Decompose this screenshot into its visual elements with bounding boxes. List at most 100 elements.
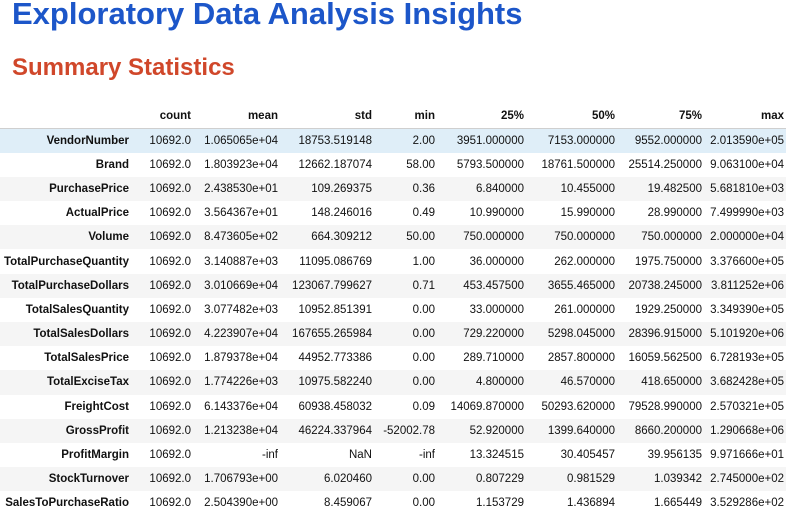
table-cell: 123067.799627 bbox=[292, 279, 372, 292]
table-cell: 418.650000 bbox=[641, 376, 702, 389]
table-cell: 60938.458032 bbox=[298, 400, 372, 413]
table-cell: 2.013590e+05 bbox=[710, 134, 784, 147]
row-label: TotalExciseTax bbox=[46, 376, 129, 389]
table-row: TotalPurchaseDollars 10692.0 3.010669e+04 1… bbox=[0, 273, 786, 298]
table-cell: 2857.800000 bbox=[547, 352, 615, 365]
table-cell: 4.800000 bbox=[476, 376, 524, 389]
table-cell: 10692.0 bbox=[149, 158, 191, 171]
table-cell: 10692.0 bbox=[149, 473, 191, 486]
page-title: Exploratory Data Analysis Insights bbox=[12, 0, 523, 31]
table-cell: -inf bbox=[262, 449, 278, 462]
table-cell: 3.077482e+03 bbox=[204, 303, 278, 316]
table-cell: 7.499990e+03 bbox=[710, 207, 784, 220]
table-cell: 33.000000 bbox=[469, 303, 524, 316]
table-cell: 10692.0 bbox=[149, 376, 191, 389]
table-row: StockTurnover 10692.0 1.706793e+00 6.020460… bbox=[0, 467, 786, 492]
header-row: count mean std min 25% 50% 75% max bbox=[0, 104, 786, 129]
table-cell: 10692.0 bbox=[149, 303, 191, 316]
table-cell: 5.101920e+06 bbox=[710, 328, 784, 341]
column-header: min bbox=[374, 104, 437, 129]
table-row: PurchasePrice 10692.0 2.438530e+01 109.2693… bbox=[0, 176, 786, 202]
table-cell: 9.971666e+01 bbox=[710, 449, 784, 462]
table-cell: 79528.990000 bbox=[628, 400, 702, 413]
table-row: ActualPrice 10692.0 3.564367e+01 148.246016… bbox=[0, 201, 786, 225]
table-cell: 0.00 bbox=[412, 303, 435, 316]
table-cell: 6.728193e+05 bbox=[710, 352, 784, 365]
table-cell: 1.774226e+03 bbox=[204, 376, 278, 389]
table-cell: 3655.465000 bbox=[547, 279, 615, 292]
row-label: TotalSalesDollars bbox=[33, 328, 129, 341]
table-cell: 11095.086769 bbox=[299, 255, 372, 268]
table-cell: 28396.915000 bbox=[628, 328, 702, 341]
table-cell: 16059.562500 bbox=[628, 352, 702, 365]
table-cell: 10952.851391 bbox=[298, 303, 372, 316]
table-cell: 20738.245000 bbox=[628, 279, 702, 292]
table-cell: 5.681810e+03 bbox=[710, 182, 784, 195]
summary-statistics-table: count mean std min 25% 50% 75% max Vendo… bbox=[0, 104, 786, 516]
table-cell: 3.811252e+06 bbox=[710, 279, 784, 292]
table-cell: 10692.0 bbox=[149, 182, 191, 195]
row-label: ProfitMargin bbox=[61, 449, 129, 462]
table-cell: 0.49 bbox=[412, 207, 435, 220]
table-cell: 0.00 bbox=[412, 376, 435, 389]
table-cell: 25514.250000 bbox=[628, 158, 702, 171]
column-header: max bbox=[704, 104, 786, 129]
table-cell: 1929.250000 bbox=[634, 303, 702, 316]
table-row: Brand 10692.0 1.803923e+04 12662.187074 58.0… bbox=[0, 153, 786, 177]
table-cell: 10.990000 bbox=[469, 207, 524, 220]
table-cell: 3.682428e+05 bbox=[710, 376, 784, 389]
table-cell: 2.00 bbox=[412, 134, 435, 147]
table-cell: 0.09 bbox=[412, 400, 435, 413]
table-cell: 4.223907e+04 bbox=[204, 328, 278, 341]
table-cell: 10692.0 bbox=[149, 279, 191, 292]
table-cell: 3951.000000 bbox=[456, 134, 524, 147]
table-cell: 3.529286e+02 bbox=[710, 497, 784, 510]
table-cell: 0.00 bbox=[412, 352, 435, 365]
table-cell: 52.920000 bbox=[469, 424, 524, 437]
table-cell: 3.376600e+05 bbox=[710, 255, 784, 268]
table-cell: 2.438530e+01 bbox=[204, 182, 278, 195]
table-row: VendorNumber 10692.0 1.065065e+04 18753.519… bbox=[0, 128, 786, 153]
row-label: PurchasePrice bbox=[49, 182, 129, 195]
table-cell: 46.570000 bbox=[560, 376, 615, 389]
table-cell: 10692.0 bbox=[149, 328, 191, 341]
table-cell: 10692.0 bbox=[149, 231, 191, 244]
table-cell: 8.459067 bbox=[324, 497, 372, 510]
table-cell: 30.405457 bbox=[560, 449, 615, 462]
table-cell: 2.504390e+00 bbox=[204, 497, 278, 510]
table-cell: 1.213238e+04 bbox=[204, 424, 278, 437]
table-row: TotalSalesPrice 10692.0 1.879378e+04 44952.… bbox=[0, 346, 786, 370]
table-cell: 453.457500 bbox=[463, 279, 524, 292]
table-cell: 10692.0 bbox=[149, 497, 191, 510]
table-row: ProfitMargin 10692.0 -inf NaN -inf 13.324515 3… bbox=[0, 443, 786, 467]
table-cell: -inf bbox=[419, 449, 435, 462]
table-cell: 50.00 bbox=[406, 231, 435, 244]
table-cell: 1.065065e+04 bbox=[204, 134, 278, 147]
table-row: SalesToPurchaseRatio 10692.0 2.504390e+00 8… bbox=[0, 491, 786, 515]
row-label: TotalPurchaseQuantity bbox=[3, 255, 129, 268]
table-cell: 9552.000000 bbox=[634, 134, 702, 147]
table-cell: 0.981529 bbox=[567, 473, 615, 486]
table-cell: 50293.620000 bbox=[541, 400, 615, 413]
table-cell: 3.010669e+04 bbox=[204, 279, 278, 292]
table-cell: 36.000000 bbox=[469, 255, 524, 268]
table-cell: 750.000000 bbox=[554, 231, 615, 244]
table-cell: 19.482500 bbox=[647, 182, 702, 195]
table-cell: 5793.500000 bbox=[456, 158, 524, 171]
table-cell: 0.00 bbox=[412, 473, 435, 486]
row-label: StockTurnover bbox=[48, 473, 129, 486]
column-header: 75% bbox=[617, 104, 704, 129]
table-cell: 10692.0 bbox=[149, 255, 191, 268]
table-cell: 10692.0 bbox=[149, 449, 191, 462]
table-cell: 14069.870000 bbox=[450, 400, 524, 413]
table-cell: 664.309212 bbox=[311, 231, 372, 244]
section-title: Summary Statistics bbox=[12, 54, 235, 81]
table-cell: 289.710000 bbox=[463, 352, 524, 365]
table-cell: 6.143376e+04 bbox=[204, 400, 278, 413]
table-cell: 46224.337964 bbox=[298, 424, 372, 437]
row-label: GrossProfit bbox=[65, 424, 129, 437]
table-cell: 167655.265984 bbox=[292, 328, 372, 341]
table-cell: 1.039342 bbox=[654, 473, 702, 486]
table-header: count mean std min 25% 50% 75% max bbox=[0, 104, 786, 129]
row-label: VendorNumber bbox=[46, 134, 129, 147]
